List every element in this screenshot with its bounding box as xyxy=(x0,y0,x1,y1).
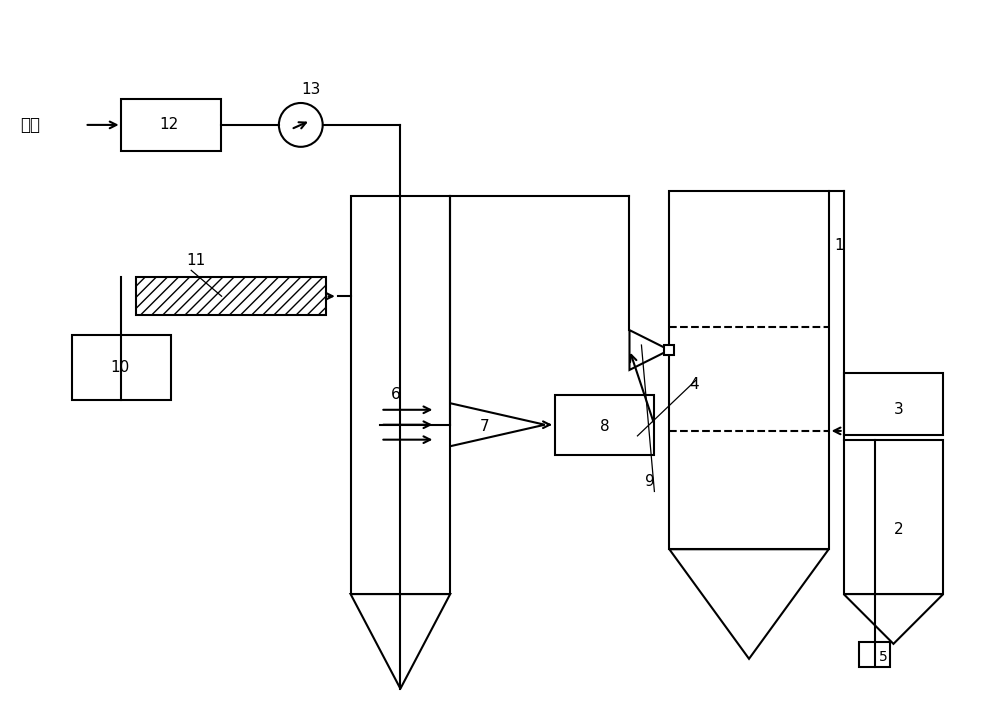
Text: 2: 2 xyxy=(894,522,903,537)
Bar xyxy=(669,191,829,550)
Text: 空气: 空气 xyxy=(20,116,40,134)
Text: 7: 7 xyxy=(480,419,490,435)
Text: 9: 9 xyxy=(645,474,654,489)
Text: 6: 6 xyxy=(391,388,400,403)
Bar xyxy=(859,642,890,667)
Text: 5: 5 xyxy=(879,650,888,664)
Text: 11: 11 xyxy=(187,253,206,268)
Bar xyxy=(351,196,450,594)
Text: 8: 8 xyxy=(600,419,609,435)
Bar xyxy=(844,439,943,594)
Bar xyxy=(121,99,221,151)
Bar xyxy=(555,395,654,454)
Bar xyxy=(72,335,171,400)
Bar xyxy=(136,278,326,315)
Text: 12: 12 xyxy=(160,117,179,132)
Text: 10: 10 xyxy=(110,361,129,376)
Text: 1: 1 xyxy=(834,238,843,253)
Bar xyxy=(844,373,943,435)
Bar xyxy=(664,345,674,355)
Text: 4: 4 xyxy=(689,378,699,393)
Text: 13: 13 xyxy=(301,82,320,97)
Text: 3: 3 xyxy=(894,403,903,417)
